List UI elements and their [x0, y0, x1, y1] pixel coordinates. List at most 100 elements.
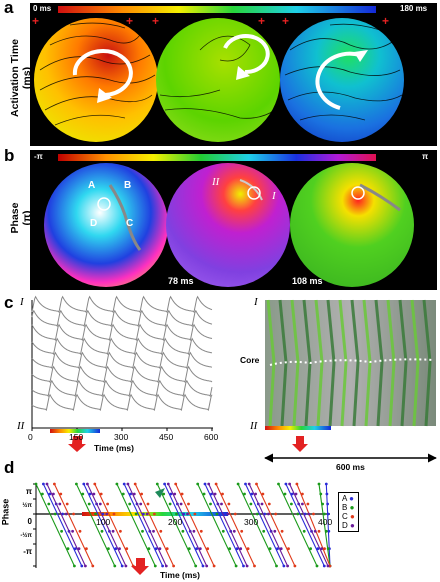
- phase-point-a: [284, 482, 288, 486]
- phase-point-c: [91, 564, 95, 568]
- wavefront-stripe: [326, 299, 336, 427]
- phase-point-b: [317, 482, 321, 486]
- phase-point-c: [212, 564, 216, 568]
- core-label: Core: [240, 355, 260, 365]
- phase-xtick-200: 200: [168, 517, 183, 527]
- phase-point-b: [47, 502, 51, 506]
- panel-letter-b: b: [4, 146, 15, 165]
- phase-point-b: [302, 529, 306, 533]
- phase-point-b: [147, 547, 151, 551]
- phase-series-d: [46, 483, 86, 567]
- phase-series-d: [208, 483, 248, 567]
- phase-point-c: [214, 482, 218, 486]
- phase-point-d: [307, 512, 311, 516]
- phase-point-d: [301, 502, 304, 506]
- phase-series-d: [127, 483, 167, 567]
- phase-scale-min: -π: [34, 152, 43, 161]
- phase-point-d: [205, 564, 209, 568]
- phase-point-c: [312, 512, 315, 516]
- trace-line: [31, 323, 213, 341]
- phase-point-d: [260, 502, 264, 506]
- phase-point-d: [279, 547, 283, 551]
- phase-series-a: [204, 483, 244, 567]
- phase-point-b: [309, 547, 312, 551]
- phase-point-a: [122, 482, 126, 486]
- phase-series-b: [237, 483, 277, 567]
- phase-point-a: [242, 564, 245, 568]
- phase-point-c: [187, 502, 190, 506]
- stim-marker-3: +: [152, 14, 160, 28]
- phase-point-d: [198, 547, 202, 551]
- phase-series-d: [289, 483, 329, 567]
- phase-point-b: [113, 564, 117, 568]
- phase-point-b: [115, 482, 119, 486]
- phase-point-c: [174, 482, 178, 486]
- phase-point-b: [187, 547, 191, 551]
- activation-map-1: [34, 18, 158, 142]
- phase-point-c: [328, 564, 332, 568]
- phase-point-c: [153, 512, 156, 516]
- phase-point-d: [286, 564, 289, 568]
- phase-point-b: [153, 564, 157, 568]
- phase-point-c: [146, 502, 150, 506]
- phase-point-a: [114, 547, 118, 551]
- stim-marker-6: +: [382, 14, 390, 28]
- phase-point-a: [203, 482, 207, 486]
- trace-xtick-0: 0: [28, 432, 33, 442]
- phase-point-c: [246, 547, 250, 551]
- stim-marker-5: +: [282, 14, 290, 28]
- phase-point-b: [215, 512, 219, 516]
- phase-point-b: [34, 482, 38, 486]
- phase-point-a: [276, 547, 279, 551]
- phase-point-d: [245, 564, 249, 568]
- phase-point-b: [155, 482, 159, 486]
- phase-point-b: [262, 529, 266, 533]
- phase-point-c: [193, 512, 197, 516]
- phase-series-b: [278, 483, 318, 567]
- phase-point-b: [326, 547, 330, 551]
- phase-series-c: [175, 483, 215, 567]
- phase-point-b: [255, 512, 259, 516]
- phase-point-c: [261, 492, 265, 496]
- phase-point-c: [199, 529, 203, 533]
- phase-point-a: [42, 482, 45, 486]
- phase-point-c: [99, 492, 103, 496]
- phase-point-b: [73, 564, 76, 568]
- phase-legend: A ● B ● C ● D ●: [338, 492, 359, 532]
- phase-point-a: [322, 564, 326, 568]
- phase-series-c: [215, 483, 255, 567]
- phase-point-a: [316, 547, 320, 551]
- phase-point-c: [221, 492, 224, 496]
- phase-point-b: [162, 492, 166, 496]
- panel-letter-d: d: [4, 458, 15, 477]
- phase-point-b: [107, 547, 110, 551]
- phase-point-c: [227, 502, 231, 506]
- phase-point-d: [232, 529, 236, 533]
- phase-point-d: [71, 529, 74, 533]
- phase-y-ticks: [33, 483, 36, 567]
- activation-scale-max: 180 ms: [400, 4, 428, 13]
- phase-point-d: [247, 482, 251, 486]
- phase-point-b: [277, 482, 280, 486]
- phase-point-b: [75, 482, 78, 486]
- site-label-d: D: [90, 218, 98, 229]
- spatio-bottom-label: II: [250, 420, 258, 432]
- site-label-b: B: [124, 180, 132, 191]
- phase-point-d: [239, 547, 243, 551]
- phase-point-d: [152, 529, 155, 533]
- panel-letter-c: c: [4, 293, 14, 312]
- phase-point-d: [111, 529, 115, 533]
- phase-colorbar: [58, 154, 376, 161]
- phase-point-a: [282, 564, 286, 568]
- phase-series-d: [167, 483, 208, 567]
- phase-series-d: [86, 483, 127, 567]
- phase-point-d: [77, 547, 81, 551]
- trace-line: [31, 337, 213, 355]
- activation-scale-min: 0 ms: [33, 4, 52, 13]
- phase-point-c: [119, 529, 122, 533]
- phase-point-d: [267, 512, 270, 516]
- phase-point-c: [59, 492, 63, 496]
- wavefront-stripe: [374, 299, 384, 427]
- phase-series-c: [134, 483, 175, 567]
- phase-point-a: [324, 482, 328, 486]
